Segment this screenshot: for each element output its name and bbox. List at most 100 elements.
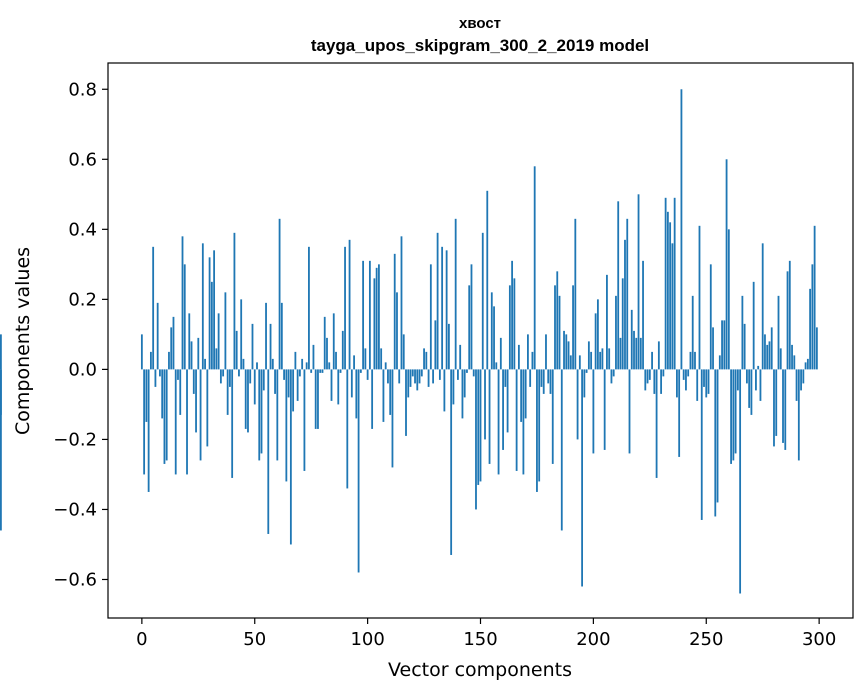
bar-268 [745,369,748,384]
bar-108 [384,362,387,370]
bar-284 [782,369,784,443]
bar-146 [470,264,473,370]
bar-66 [289,369,292,545]
bar-110 [389,369,392,415]
bar-1 [143,369,146,475]
bar-245 [694,351,696,370]
bar-266 [741,295,744,370]
bar-51 [256,362,258,370]
bar-177 [540,369,543,387]
bar-160 [502,369,504,450]
bar-263 [734,369,737,454]
bar-130 [434,320,437,370]
bar-102 [371,369,374,429]
bar-undefined [0,334,2,370]
bar-67 [292,369,295,412]
bar-100 [366,369,369,380]
bar-298 [813,225,816,370]
bar-209 [612,369,615,377]
bar-35 [219,369,222,384]
bar-86 [335,351,337,370]
bar-213 [621,278,624,370]
bar-243 [689,351,692,370]
bar-189 [567,341,570,370]
bar-178 [542,369,545,394]
bar-247 [698,225,701,370]
bar-80 [321,369,324,373]
bar-252 [709,264,712,370]
bar-254 [714,369,717,517]
bar-256 [718,355,721,370]
bar-23 [192,369,195,394]
bar-53 [260,369,263,454]
bar-20 [186,369,188,475]
bar-128 [429,264,432,370]
bar-135 [445,250,448,370]
bar-230 [660,369,663,394]
bar-46 [244,369,247,429]
bar-187 [563,330,565,370]
bar-289 [793,355,796,370]
bar-39 [229,369,231,387]
bar-64 [285,369,288,482]
bar-279 [770,327,773,370]
bar-157 [495,362,498,370]
bar-248 [700,369,703,520]
x-axis-label: Vector components [388,659,572,681]
x-tick-label: 150 [463,629,497,650]
bar-6 [154,369,157,387]
bar-8 [159,369,161,377]
bar-115 [400,236,403,370]
bar-17 [179,369,182,415]
bar-98 [362,260,365,370]
bar-136 [447,323,450,370]
bar-276 [764,334,766,370]
bar-227 [653,369,656,394]
y-tick-label: 0.0 [68,359,97,380]
bar-223 [644,369,647,391]
bar-56 [267,369,270,534]
bar-82 [326,337,328,370]
bar-238 [678,369,681,457]
bar-95 [355,369,358,419]
bar-127 [427,369,430,387]
bar-165 [513,278,516,370]
bar-121 [414,369,416,384]
bar-180 [547,369,550,384]
bar-60 [276,369,279,461]
bar-202 [596,299,599,370]
bar-234 [669,222,672,370]
bar-282 [777,295,780,370]
bar-122 [416,369,419,391]
bar-118 [407,369,410,398]
bar-9 [161,369,164,419]
bar-190 [569,355,572,370]
bar-112 [393,253,396,370]
bar-10 [163,369,166,464]
bar-233 [666,211,669,370]
bar-71 [301,358,304,370]
bar-4 [149,351,152,370]
bar-277 [766,344,769,370]
bar-288 [791,344,793,370]
bar-41 [233,232,236,370]
bar-85 [332,313,335,370]
bar-171 [527,334,529,370]
bar-290 [795,369,798,401]
bar-185 [558,295,561,370]
bar-205 [603,369,606,450]
bar-132 [438,369,441,380]
bar-174 [533,166,536,370]
bar-299 [815,327,818,370]
bar-291 [797,369,800,461]
bar-44 [240,299,243,370]
bar-22 [190,341,193,370]
y-axis-ticks: −0.6 −0.4 −0.2 0.0 0.2 0.4 0.6 0.8 [53,79,108,590]
bar-170 [524,369,527,419]
bar-149 [477,369,480,485]
bar-28 [204,358,206,370]
bar-89 [341,330,344,370]
bar-101 [368,260,371,370]
bar-83 [328,362,331,370]
bar-192 [574,218,577,370]
